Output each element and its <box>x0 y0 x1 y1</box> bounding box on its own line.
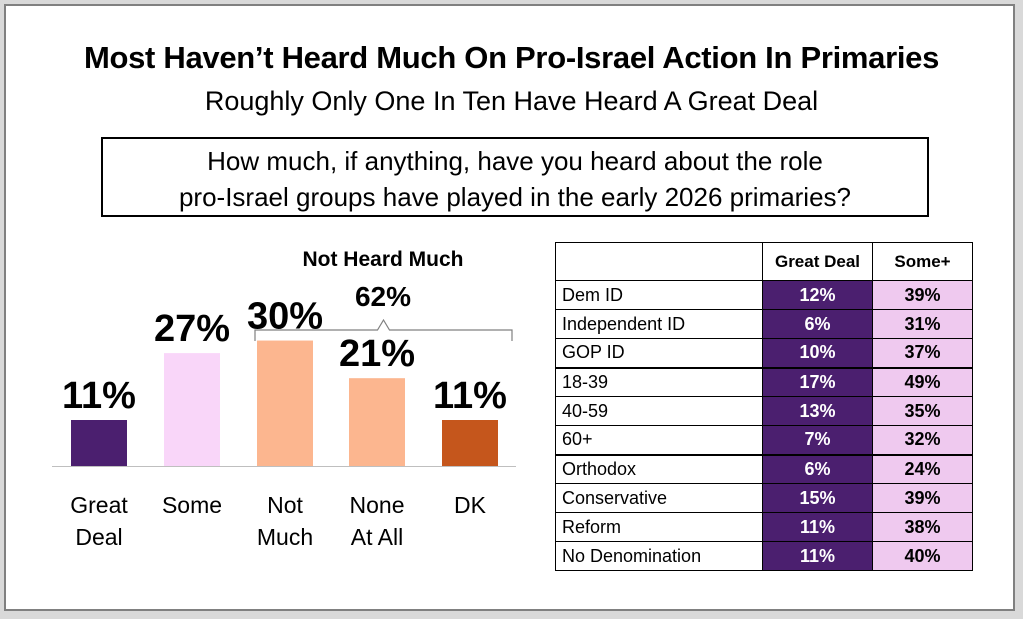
bar <box>257 340 313 466</box>
table-cell-group: 40-59 <box>555 396 763 426</box>
table-cell-great-deal: 13% <box>762 396 873 426</box>
bar-chart: 11% Great Deal 27% Some 30% Not Much 21% None At A… <box>52 248 516 550</box>
annotation-bracket <box>254 318 513 341</box>
data-label: 11% <box>62 375 136 417</box>
table-cell-group: Dem ID <box>555 280 763 310</box>
table-row: 60+ 7% 32% <box>555 425 973 455</box>
table-row: GOP ID 10% 37% <box>555 338 973 368</box>
data-label: 11% <box>433 375 507 417</box>
category-label: Not <box>267 492 303 518</box>
question-line-1: How much, if anything, have you heard ab… <box>207 146 823 176</box>
page-subtitle: Roughly Only One In Ten Have Heard A Gre… <box>204 86 819 116</box>
subgroup-table: Great Deal Some+ Dem ID 12% 39% Independent… <box>555 242 973 571</box>
table-cell-some-plus: 49% <box>872 366 973 397</box>
table-cell-some-plus: 24% <box>872 453 973 484</box>
table-cell-group: Reform <box>555 512 763 542</box>
table-row: No Denomination 11% 40% <box>555 541 973 571</box>
table-header-blank <box>555 242 763 281</box>
annotation-label: Not Heard Much <box>302 248 463 271</box>
table-cell-group: Independent ID <box>555 309 763 339</box>
data-label: 21% <box>339 333 415 375</box>
table-cell-group: No Denomination <box>555 541 763 571</box>
category-label: DK <box>454 492 487 518</box>
table-row: Reform 11% 38% <box>555 512 973 542</box>
category-label: Some <box>162 492 222 518</box>
table-cell-group: 60+ <box>555 425 763 455</box>
table-cell-great-deal: 17% <box>762 366 873 397</box>
table-header-row: Great Deal Some+ <box>555 242 973 281</box>
table-cell-group: GOP ID <box>555 338 763 368</box>
table-row: Orthodox 6% 24% <box>555 453 973 484</box>
table-cell-some-plus: 37% <box>872 338 973 368</box>
data-label: 30% <box>247 296 323 338</box>
table-cell-some-plus: 35% <box>872 396 973 426</box>
table-cell-great-deal: 10% <box>762 338 873 368</box>
table-row: Dem ID 12% 39% <box>555 280 973 310</box>
table-cell-group: Conservative <box>555 483 763 513</box>
table-cell-great-deal: 15% <box>762 483 873 513</box>
bar <box>164 353 220 466</box>
table-row: 40-59 13% 35% <box>555 396 973 426</box>
bar <box>71 420 127 466</box>
question-box: How much, if anything, have you heard ab… <box>101 137 929 217</box>
table-cell-some-plus: 31% <box>872 309 973 339</box>
category-label: Great <box>70 492 128 518</box>
bar <box>442 420 498 466</box>
table-cell-group: Orthodox <box>555 453 763 484</box>
table-cell-great-deal: 11% <box>762 512 873 542</box>
category-label: Much <box>257 524 313 550</box>
table-row: 18-39 17% 49% <box>555 366 973 397</box>
table-cell-some-plus: 39% <box>872 280 973 310</box>
table-cell-some-plus: 38% <box>872 512 973 542</box>
table-row: Independent ID 6% 31% <box>555 309 973 339</box>
table-header-some-plus: Some+ <box>872 242 973 281</box>
table-header-great-deal: Great Deal <box>762 242 873 281</box>
table-cell-great-deal: 12% <box>762 280 873 310</box>
table-cell-great-deal: 6% <box>762 453 873 484</box>
annotation-value: 62% <box>355 281 411 312</box>
category-label: Deal <box>75 524 122 550</box>
data-label: 27% <box>154 308 230 350</box>
table-cell-group: 18-39 <box>555 366 763 397</box>
category-label: None <box>350 492 405 518</box>
table-cell-great-deal: 6% <box>762 309 873 339</box>
category-label: At All <box>351 524 403 550</box>
question-line-2: pro-Israel groups have played in the ear… <box>178 182 852 212</box>
table-cell-great-deal: 11% <box>762 541 873 571</box>
table-cell-some-plus: 32% <box>872 425 973 455</box>
table-row: Conservative 15% 39% <box>555 483 973 513</box>
table-cell-some-plus: 39% <box>872 483 973 513</box>
table-cell-great-deal: 7% <box>762 425 873 455</box>
page-title: Most Haven’t Heard Much On Pro-Israel Ac… <box>83 40 940 75</box>
table-cell-some-plus: 40% <box>872 541 973 571</box>
bar <box>349 378 405 466</box>
